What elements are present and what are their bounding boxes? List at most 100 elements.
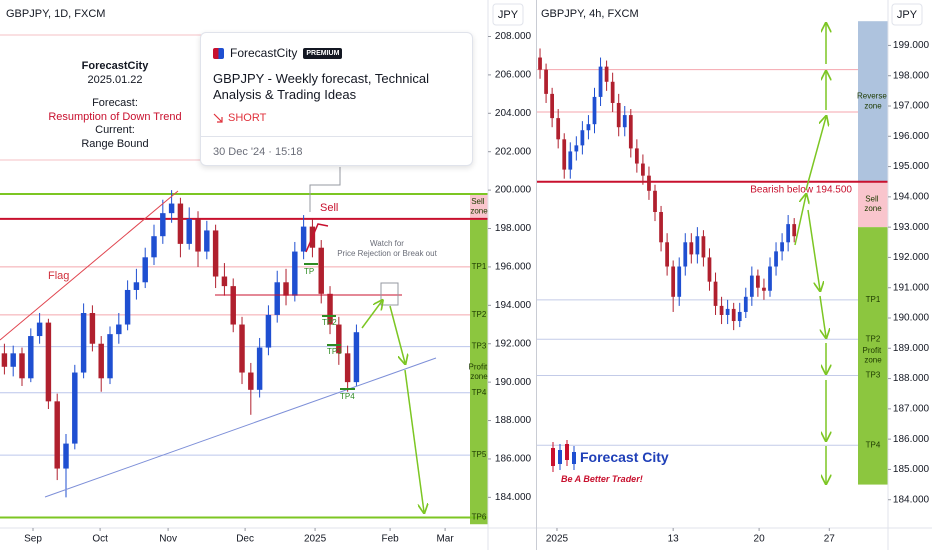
card-header: ForecastCity PREMIUM [213, 45, 460, 61]
candle-body [248, 372, 254, 390]
x-tick-label: Feb [381, 534, 399, 545]
candle-body [786, 224, 791, 243]
y-tick-label: 199.000 [893, 40, 930, 51]
candle-body [641, 163, 645, 176]
candle-body [580, 130, 585, 146]
x-tick-label: 2025 [304, 534, 327, 545]
candle-body [647, 175, 651, 191]
candle-body [116, 324, 122, 335]
candle-body [168, 203, 175, 214]
card-title[interactable]: GBPJPY - Weekly forecast, Technical Anal… [213, 71, 430, 102]
candle-body [749, 275, 754, 297]
y-tick-label: 200.000 [495, 185, 532, 196]
candle-body [160, 213, 166, 237]
right-price-axis [888, 0, 932, 528]
y-tick-label: 190.000 [893, 313, 930, 324]
plot-layer: Sell zone Profit zone TP1 TP2 TP3 TP4 TP5 TP6 Re… [0, 21, 889, 525]
y-tick-label: 195.000 [893, 161, 930, 172]
y-tick-label: 194.000 [893, 191, 930, 202]
candle-body [63, 443, 69, 469]
candle-body [36, 322, 43, 337]
candle-body [72, 372, 78, 444]
x-tick-label: Mar [436, 534, 454, 545]
annotation: TP2 [322, 318, 337, 327]
candle-body [98, 343, 104, 379]
candle-body [204, 230, 210, 252]
candle-body [756, 275, 760, 288]
y-tick-label: 186.000 [893, 434, 930, 445]
zone-label: Profit zone [863, 346, 884, 365]
candle-body [768, 266, 772, 291]
direction-icon [213, 113, 223, 123]
watch-box [380, 282, 399, 306]
y-tick-label: 206.000 [495, 70, 532, 81]
candle-body [45, 322, 52, 402]
annotation: TP3 [327, 347, 342, 356]
candle-body [1, 353, 8, 367]
card-badge: PREMIUM [303, 47, 343, 59]
candle-body [671, 266, 676, 297]
currency-box [492, 3, 524, 26]
candle-body [318, 247, 324, 294]
candle-body [177, 203, 184, 244]
zone [470, 193, 488, 220]
level-label: TP4 [472, 388, 487, 397]
level-label: Bearish below 194.500 [750, 184, 852, 195]
candle-body [592, 96, 597, 125]
candle-body [336, 324, 342, 354]
candle-body [622, 115, 627, 128]
note-label: Forecast: [92, 97, 138, 109]
y-tick-label: 202.000 [495, 146, 532, 157]
candle-body [186, 218, 192, 244]
logo-row: Forecast City [549, 440, 679, 474]
candle-body [653, 190, 657, 212]
note-label: Current: [95, 124, 135, 136]
candle-body [568, 151, 573, 170]
y-tick-label: 194.000 [495, 300, 532, 311]
y-tick-label: 188.000 [893, 373, 930, 384]
x-tick-label: Oct [92, 534, 108, 545]
zone-label: Profit zone [469, 362, 490, 381]
candle-body [616, 102, 621, 128]
idea-card[interactable]: ForecastCity PREMIUM GBPJPY - Weekly for… [200, 32, 473, 166]
zone [470, 219, 488, 525]
candle-body [586, 124, 591, 131]
currency-label: JPY [897, 9, 918, 21]
level-label: TP4 [866, 440, 881, 449]
arrow [361, 301, 382, 329]
candle-body [574, 145, 579, 152]
currency-box [891, 3, 923, 26]
candle-body [256, 347, 263, 390]
card-direction-row: SHORT [213, 112, 460, 124]
trend-line [44, 357, 437, 498]
card-direction: SHORT [228, 112, 267, 124]
candle-body [610, 81, 615, 103]
candle-body [80, 313, 87, 373]
card-author[interactable]: ForecastCity [230, 46, 298, 60]
candle-body [762, 287, 766, 291]
y-tick-label: 196.000 [893, 131, 930, 142]
level-label: TP2 [472, 310, 487, 319]
zone [858, 227, 888, 485]
zone-label: Sell zone [864, 195, 882, 214]
x-tick-label: Dec [236, 534, 254, 545]
candle-body [230, 286, 236, 325]
annotation: Sell [320, 202, 338, 214]
x-tick-label: Nov [159, 534, 177, 545]
arrow [404, 369, 424, 512]
note-date: 2025.01.22 [87, 73, 143, 86]
x-tick-label: 2025 [546, 534, 569, 545]
candle-body [327, 293, 333, 325]
annotation: Flag [48, 270, 69, 282]
candle-body [19, 353, 25, 379]
candle-body [344, 353, 351, 383]
candle-body [743, 296, 748, 312]
logo-icon [551, 440, 576, 472]
candle-body [659, 212, 663, 243]
axes-layer: 184.000 186.000 188.000 190.000 192.000 194.0… [24, 31, 929, 545]
y-tick-label: 196.000 [495, 262, 532, 273]
note-brand: ForecastCity [81, 60, 149, 72]
level-label: TP1 [866, 295, 881, 304]
